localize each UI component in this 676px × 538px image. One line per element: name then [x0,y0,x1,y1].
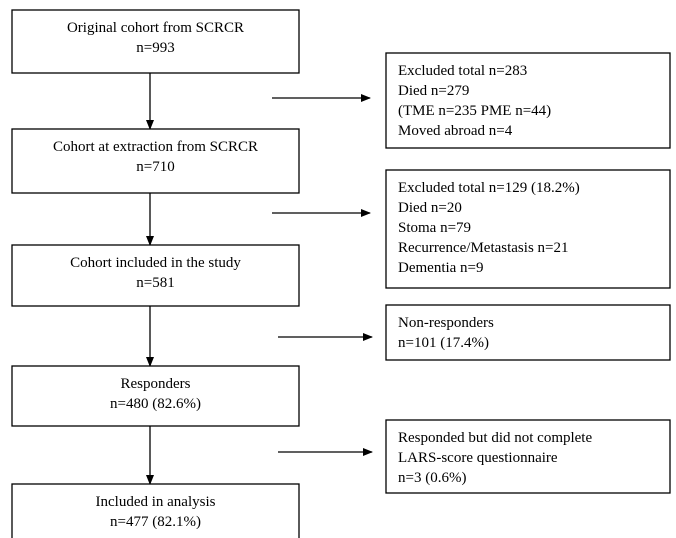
cohort-text: n=477 (82.1%) [110,514,201,530]
cohort-box [11,9,300,74]
cohort-box [11,244,300,307]
cohort-text: n=581 [136,275,174,291]
exclusion-text: Excluded total n=129 (18.2%) [398,180,580,196]
exclusion-box [385,304,671,361]
exclusion-text: Died n=279 [398,83,469,99]
exclusion-text: n=3 (0.6%) [398,470,466,486]
exclusion-text: Responded but did not complete [398,430,592,446]
exclusion-text: (TME n=235 PME n=44) [398,103,551,119]
cohort-box [11,365,300,427]
cohort-text: Cohort at extraction from SCRCR [53,139,258,155]
cohort-text: Original cohort from SCRCR [67,20,244,36]
exclusion-text: Died n=20 [398,200,462,216]
cohort-text: n=993 [136,40,174,56]
exclusion-box [385,52,671,149]
exclusion-text: Stoma n=79 [398,220,471,236]
exclusion-text: Recurrence/Metastasis n=21 [398,240,569,256]
exclusion-text: n=101 (17.4%) [398,335,489,351]
cohort-text: Cohort included in the study [70,255,241,271]
exclusion-box [385,169,671,289]
exclusion-text: LARS-score questionnaire [398,450,558,466]
cohort-text: n=480 (82.6%) [110,396,201,412]
cohort-text: n=710 [136,159,174,175]
cohort-text: Included in analysis [96,494,216,510]
exclusion-box [385,419,671,494]
exclusion-text: Non-responders [398,315,494,331]
cohort-text: Responders [121,376,191,392]
exclusion-text: Moved abroad n=4 [398,123,513,139]
cohort-box [11,483,300,538]
exclusion-text: Dementia n=9 [398,260,484,276]
exclusion-text: Excluded total n=283 [398,63,527,79]
cohort-box [11,128,300,194]
